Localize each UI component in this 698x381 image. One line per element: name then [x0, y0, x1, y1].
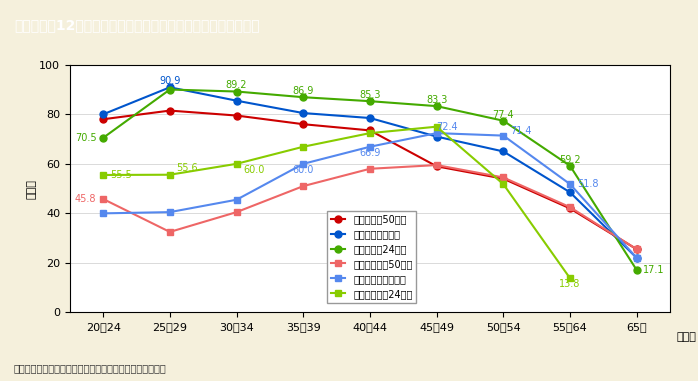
有配偶（平成２年）: [165, 210, 174, 215]
未婚（平成24年）: [99, 136, 107, 140]
Text: 66.9: 66.9: [359, 148, 380, 158]
Line: 未婚（平成２年）: 未婚（平成２年）: [100, 84, 640, 261]
有配偶（昭和50年）: [165, 230, 174, 234]
Text: 83.3: 83.3: [426, 95, 447, 105]
Text: 90.9: 90.9: [159, 76, 181, 86]
未婚（昭和50年）: [366, 128, 374, 133]
有配偶（昭和50年）: [499, 175, 507, 180]
未婚（平成24年）: [499, 118, 507, 123]
有配偶（昭和50年）: [566, 205, 574, 210]
有配偶（平成24年）: [299, 144, 307, 149]
Text: 89.2: 89.2: [225, 80, 247, 90]
有配偶（平成24年）: [366, 131, 374, 135]
Text: （歳）: （歳）: [677, 332, 697, 342]
有配偶（昭和50年）: [366, 166, 374, 171]
有配偶（平成２年）: [632, 256, 641, 260]
Text: （備考）　総務省「労働力調査（基本集計）」より作成。: （備考） 総務省「労働力調査（基本集計）」より作成。: [14, 363, 167, 373]
Text: 55.5: 55.5: [110, 170, 131, 180]
未婚（昭和50年）: [232, 113, 241, 118]
Text: 70.5: 70.5: [75, 133, 96, 143]
Text: 第１－２－12図　配偶関係・年齢階級別女性の労働力率の推移: 第１－２－12図 配偶関係・年齢階級別女性の労働力率の推移: [14, 18, 260, 32]
未婚（平成２年）: [566, 190, 574, 195]
有配偶（平成２年）: [299, 162, 307, 166]
有配偶（平成24年）: [232, 162, 241, 166]
未婚（昭和50年）: [632, 247, 641, 251]
未婚（昭和50年）: [566, 206, 574, 211]
有配偶（昭和50年）: [99, 197, 107, 201]
未婚（昭和50年）: [433, 164, 441, 168]
有配偶（平成24年）: [99, 173, 107, 177]
Line: 未婚（平成24年）: 未婚（平成24年）: [100, 86, 640, 274]
未婚（平成２年）: [99, 112, 107, 117]
Text: 60.0: 60.0: [243, 165, 265, 175]
未婚（平成24年）: [433, 104, 441, 109]
有配偶（平成24年）: [566, 276, 574, 280]
有配偶（平成２年）: [99, 211, 107, 216]
Text: 77.4: 77.4: [493, 109, 514, 120]
Text: 60.0: 60.0: [292, 165, 314, 175]
未婚（平成２年）: [165, 85, 174, 90]
Line: 有配偶（平成24年）: 有配偶（平成24年）: [100, 123, 574, 282]
Line: 未婚（昭和50年）: 未婚（昭和50年）: [100, 107, 640, 253]
未婚（平成24年）: [366, 99, 374, 104]
Text: 55.6: 55.6: [177, 163, 198, 173]
未婚（平成２年）: [632, 256, 641, 260]
Line: 有配偶（平成２年）: 有配偶（平成２年）: [100, 130, 640, 261]
未婚（平成２年）: [433, 134, 441, 139]
Text: 13.8: 13.8: [559, 280, 581, 290]
未婚（平成２年）: [499, 149, 507, 154]
Legend: 未婚（昭和50年）, 未婚（平成２年）, 未婚（平成24年）, 有配偶（昭和50年）, 有配偶（平成２年）, 有配偶（平成24年）: 未婚（昭和50年）, 未婚（平成２年）, 未婚（平成24年）, 有配偶（昭和50…: [327, 211, 416, 303]
未婚（昭和50年）: [499, 176, 507, 181]
有配偶（平成２年）: [433, 131, 441, 135]
有配偶（平成２年）: [232, 197, 241, 202]
有配偶（平成２年）: [366, 144, 374, 149]
有配偶（昭和50年）: [232, 210, 241, 215]
未婚（平成24年）: [632, 268, 641, 272]
未婚（平成24年）: [299, 95, 307, 99]
未婚（昭和50年）: [99, 117, 107, 122]
Text: 86.9: 86.9: [292, 86, 314, 96]
Y-axis label: （％）: （％）: [27, 179, 36, 199]
Text: 85.3: 85.3: [359, 90, 380, 100]
Text: 72.4: 72.4: [436, 122, 457, 132]
未婚（平成24年）: [232, 89, 241, 94]
Text: 71.4: 71.4: [510, 126, 531, 136]
有配偶（昭和50年）: [433, 163, 441, 167]
有配偶（平成24年）: [165, 173, 174, 177]
有配偶（昭和50年）: [632, 247, 641, 251]
Text: 45.8: 45.8: [75, 194, 96, 204]
Text: 51.8: 51.8: [577, 179, 598, 189]
未婚（平成24年）: [566, 163, 574, 168]
有配偶（平成24年）: [499, 182, 507, 186]
未婚（平成２年）: [299, 111, 307, 115]
Text: 17.1: 17.1: [644, 265, 665, 275]
有配偶（平成24年）: [433, 124, 441, 129]
未婚（昭和50年）: [165, 108, 174, 113]
未婚（平成２年）: [232, 98, 241, 103]
未婚（平成24年）: [165, 87, 174, 92]
Text: 59.2: 59.2: [559, 155, 581, 165]
Line: 有配偶（昭和50年）: 有配偶（昭和50年）: [100, 162, 640, 253]
未婚（平成２年）: [366, 116, 374, 120]
有配偶（平成２年）: [499, 133, 507, 138]
有配偶（昭和50年）: [299, 184, 307, 188]
有配偶（平成２年）: [566, 182, 574, 186]
未婚（昭和50年）: [299, 122, 307, 126]
